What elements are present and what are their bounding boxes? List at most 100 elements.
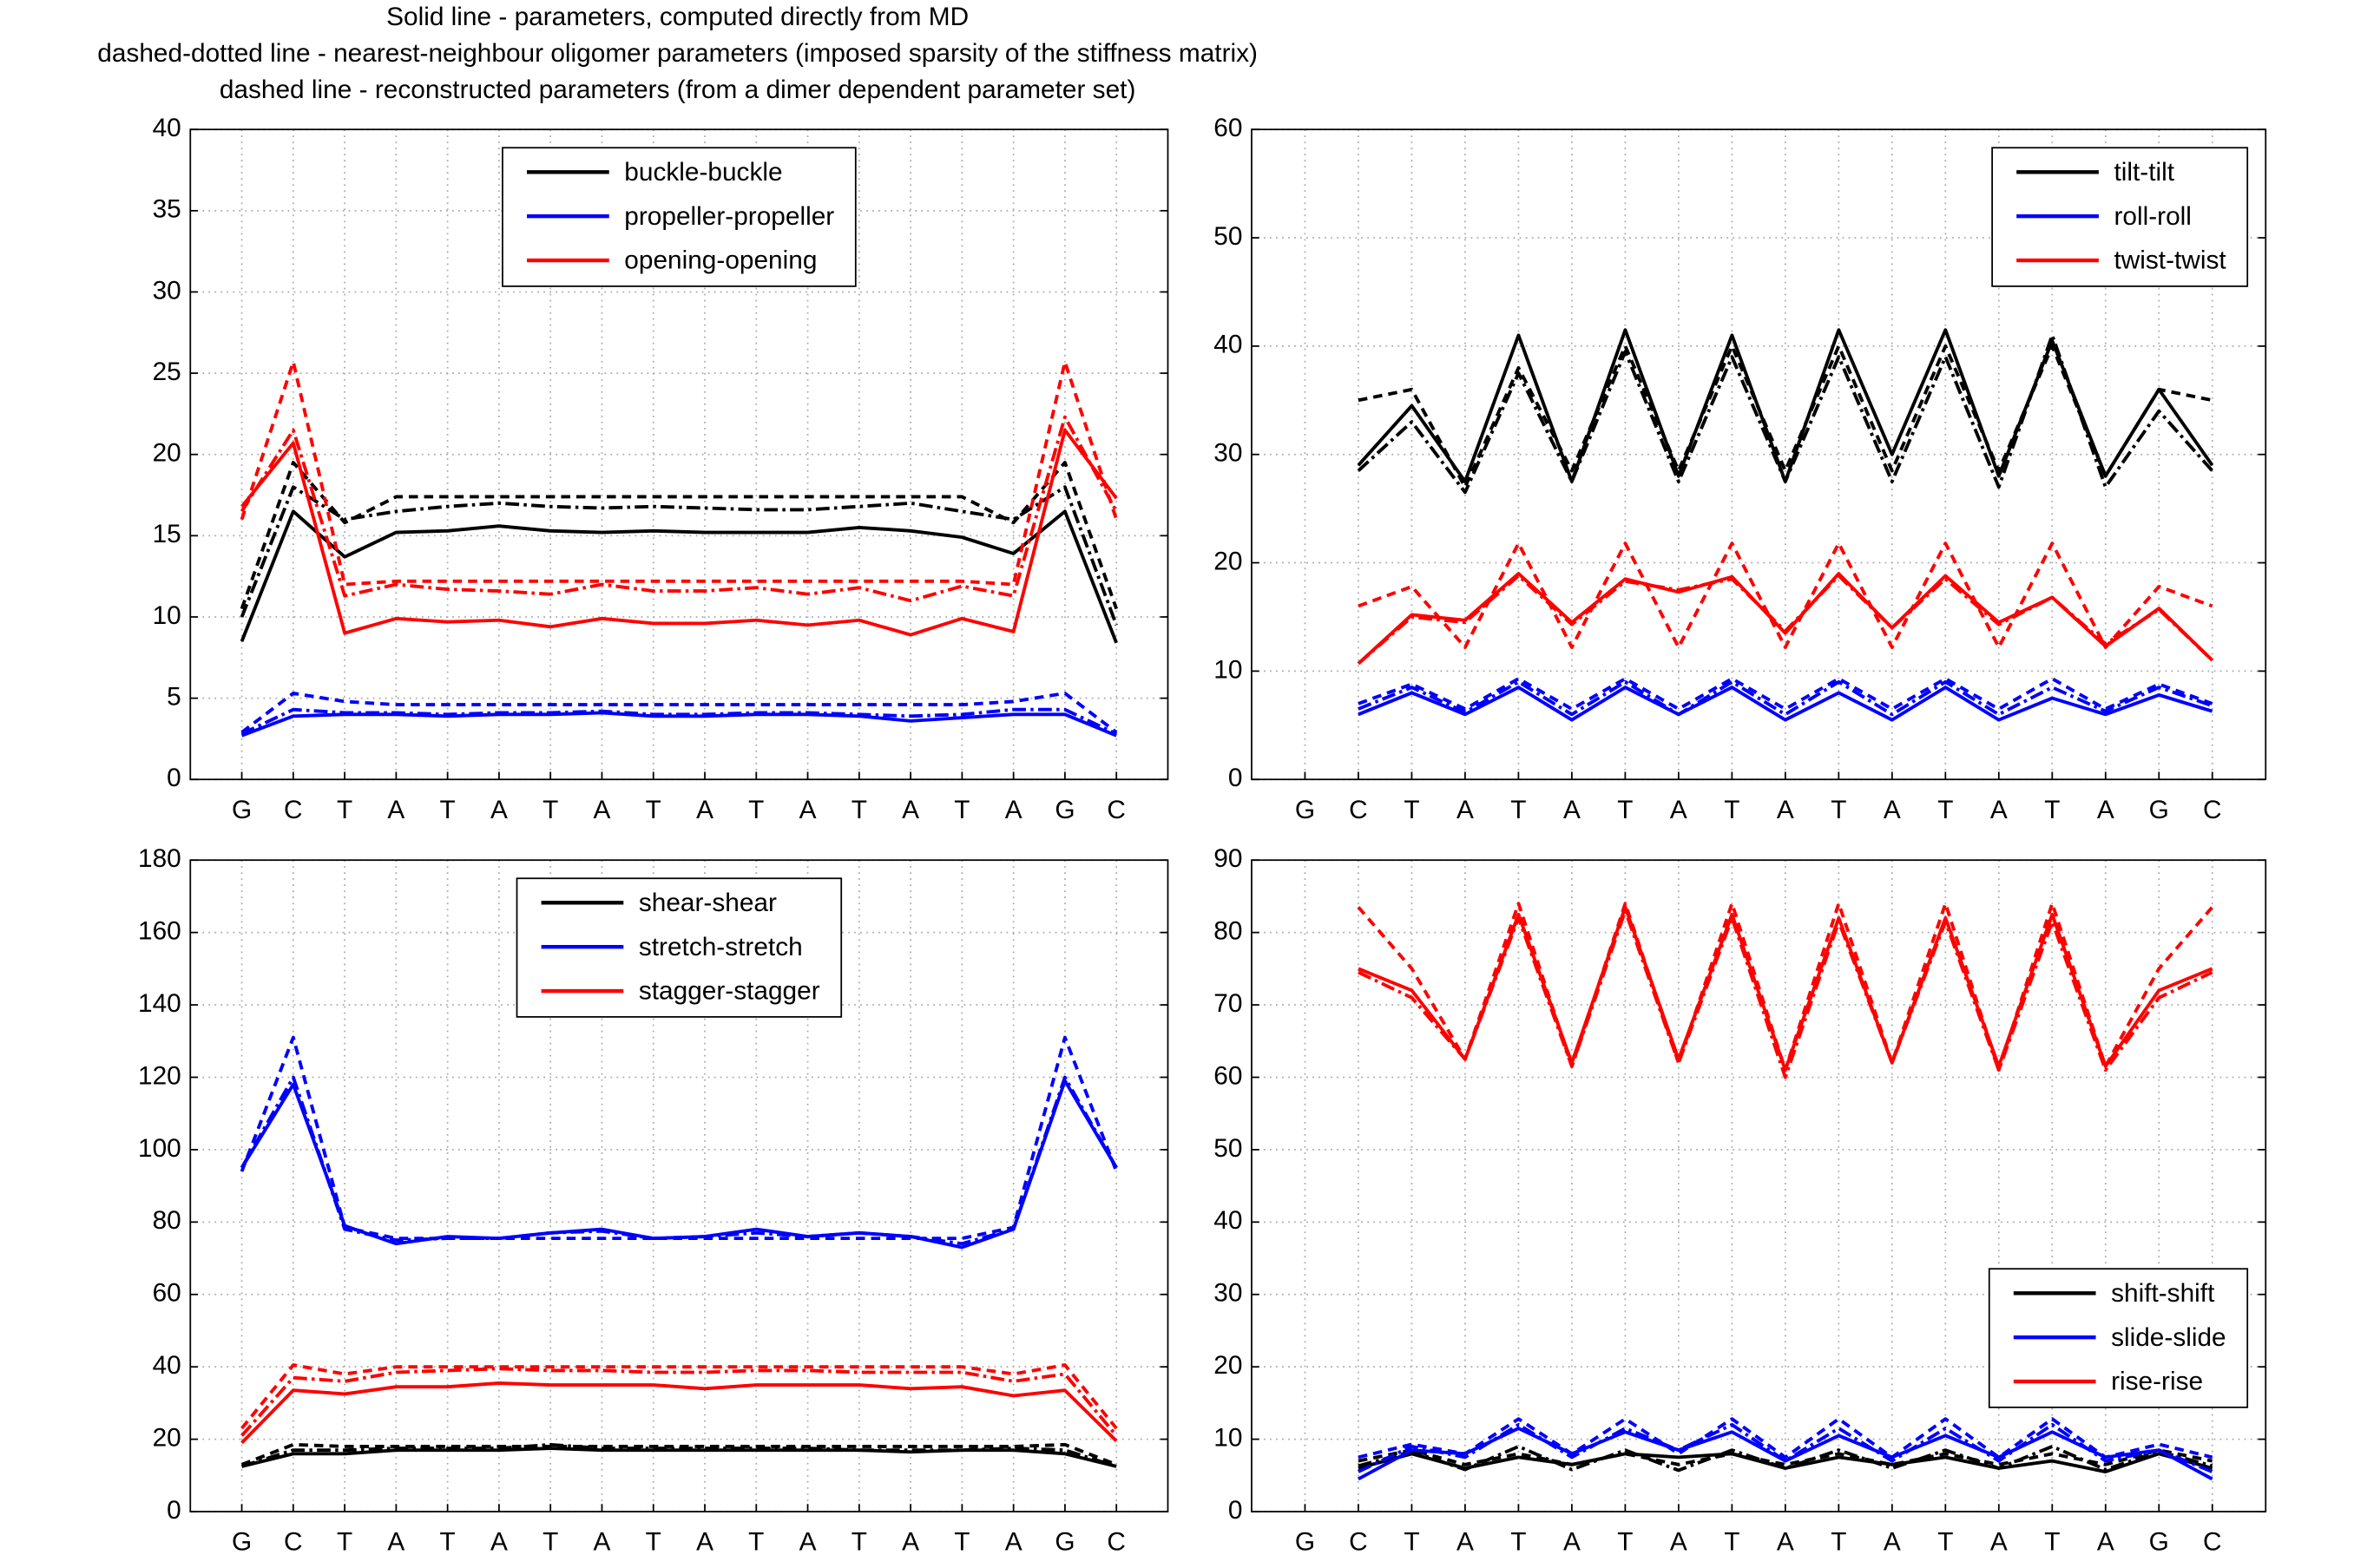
title-line: dashed line - reconstructed parameters (… — [220, 75, 1136, 104]
series-line — [240, 360, 1119, 587]
y-tick-label: 180 — [138, 844, 181, 873]
y-tick-label: 80 — [153, 1206, 181, 1235]
y-tick-label: 80 — [1213, 917, 1242, 946]
x-tick-label: T — [1404, 1528, 1419, 1557]
series-line — [240, 428, 1118, 637]
x-tick-label: A — [1670, 796, 1687, 824]
x-tick-label: G — [1055, 796, 1075, 824]
x-tick-label: G — [2149, 796, 2169, 824]
x-tick-label: T — [1724, 1528, 1739, 1557]
x-tick-label: T — [542, 796, 558, 824]
x-tick-label: A — [1563, 796, 1581, 824]
x-tick-label: A — [2097, 796, 2114, 824]
y-tick-label: 30 — [153, 276, 181, 305]
y-tick-label: 15 — [153, 520, 181, 548]
x-tick-label: A — [1563, 1528, 1581, 1557]
series-line — [240, 509, 1118, 644]
x-tick-label: T — [954, 1528, 970, 1557]
legend-label: shift-shift — [2111, 1279, 2215, 1308]
x-tick-label: G — [2149, 1528, 2169, 1557]
series-line — [240, 1381, 1118, 1445]
series-line — [1358, 909, 2213, 1079]
y-tick-label: 90 — [1213, 844, 1242, 873]
axes-frame — [1251, 859, 2267, 1512]
series-line — [1358, 679, 2213, 717]
x-tick-label: A — [799, 796, 817, 824]
x-tick-label: T — [1617, 796, 1633, 824]
series-line — [1358, 1448, 2213, 1466]
series-line — [240, 692, 1118, 734]
y-tick-label: 140 — [138, 989, 181, 1018]
y-tick-label: 25 — [153, 358, 181, 386]
x-tick-label: C — [2203, 1528, 2222, 1557]
x-tick-label: T — [1404, 796, 1419, 824]
x-tick-label: A — [1670, 1528, 1687, 1557]
y-tick-label: 40 — [1213, 331, 1242, 359]
x-tick-label: T — [1831, 796, 1846, 824]
y-tick-label: 60 — [1213, 1061, 1242, 1090]
series-line — [240, 415, 1118, 603]
y-tick-label: 5 — [167, 682, 181, 711]
series-line — [240, 461, 1119, 610]
x-tick-label: T — [337, 796, 352, 824]
legend: shift-shift slide-slide rise-rise — [1988, 1268, 2249, 1408]
x-tick-label: A — [2097, 1528, 2114, 1557]
series-line — [240, 1442, 1117, 1468]
axes-frame — [1251, 128, 2267, 781]
series-line — [240, 707, 1118, 736]
legend-label: opening-opening — [624, 246, 817, 275]
series-line — [1357, 574, 2214, 666]
legend-label: roll-roll — [2114, 202, 2191, 231]
series-line — [1358, 541, 2213, 649]
x-tick-label: A — [387, 796, 404, 824]
x-tick-label: A — [594, 796, 611, 824]
series-line — [1358, 344, 2213, 489]
y-tick-label: 20 — [1213, 547, 1242, 575]
x-tick-label: A — [1990, 796, 2008, 824]
x-tick-label: C — [1349, 796, 1368, 824]
legend-label: shear-shear — [639, 889, 777, 917]
legend-label: slide-slide — [2111, 1323, 2226, 1352]
x-tick-label: A — [1884, 796, 1901, 824]
x-tick-label: T — [1510, 796, 1526, 824]
y-tick-label: 0 — [167, 764, 181, 792]
series-line — [1358, 1452, 2213, 1473]
x-tick-label: A — [696, 1528, 713, 1557]
x-tick-label: A — [1005, 796, 1022, 824]
series-line — [1358, 686, 2213, 722]
y-tick-label: 60 — [1213, 114, 1242, 142]
legend: buckle-buckle propeller-propeller opening-… — [502, 147, 857, 287]
series-line — [1358, 1445, 2213, 1473]
x-tick-label: T — [852, 1528, 867, 1557]
x-tick-label: G — [1295, 1528, 1315, 1557]
series-line — [1358, 1427, 2213, 1481]
legend-label: twist-twist — [2114, 246, 2226, 275]
legend-label: rise-rise — [2111, 1368, 2203, 1396]
x-tick-label: T — [2044, 1528, 2060, 1557]
x-tick-label: A — [902, 1528, 919, 1557]
x-tick-label: C — [1107, 796, 1126, 824]
x-tick-label: T — [542, 1528, 558, 1557]
x-tick-label: T — [2044, 796, 2060, 824]
x-tick-label: A — [594, 1528, 611, 1557]
x-tick-label: T — [440, 796, 456, 824]
x-tick-label: T — [646, 796, 661, 824]
y-tick-label: 50 — [1213, 1134, 1242, 1163]
title-line: Solid line - parameters, computed direct… — [386, 3, 969, 31]
y-tick-label: 40 — [153, 1351, 181, 1380]
x-tick-label: A — [799, 1528, 817, 1557]
y-tick-label: 0 — [167, 1496, 181, 1525]
x-tick-label: T — [1510, 1528, 1526, 1557]
legend-label: buckle-buckle — [624, 158, 782, 187]
series-line — [240, 485, 1118, 627]
series-line — [240, 1442, 1117, 1466]
legend-label: stretch-stretch — [639, 933, 803, 961]
y-tick-label: 50 — [1213, 222, 1242, 251]
legend-label: propeller-propeller — [624, 202, 834, 231]
y-tick-label: 160 — [138, 917, 181, 946]
series-line — [1358, 1417, 2213, 1460]
x-tick-label: G — [232, 796, 252, 824]
title-line: dashed-dotted line - nearest-neighbour o… — [97, 39, 1258, 68]
y-tick-label: 60 — [153, 1279, 181, 1308]
